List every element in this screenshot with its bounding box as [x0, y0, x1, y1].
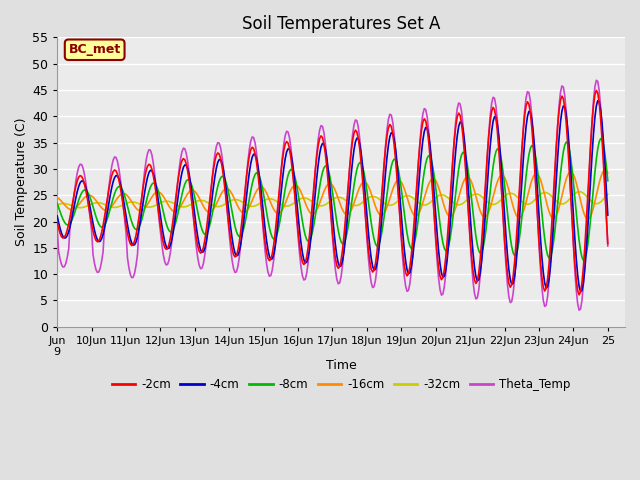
Theta_Temp [53, 226, 61, 232]
-4cm [604, 212, 612, 218]
-32cm [575, 189, 583, 194]
-16cm [67, 206, 74, 212]
-2cm [604, 241, 612, 247]
-8cm [580, 257, 588, 263]
-2cm [575, 292, 583, 298]
-8cm [67, 220, 74, 226]
-2cm [436, 274, 444, 279]
-8cm [604, 178, 612, 184]
Theta_Temp [344, 186, 352, 192]
X-axis label: Time: Time [326, 359, 356, 372]
-16cm [280, 204, 287, 210]
Legend: -2cm, -4cm, -8cm, -16cm, -32cm, Theta_Temp: -2cm, -4cm, -8cm, -16cm, -32cm, Theta_Te… [107, 374, 575, 396]
-4cm [53, 213, 61, 219]
-16cm [53, 195, 61, 201]
Theta_Temp [67, 223, 74, 228]
-32cm [604, 192, 612, 197]
Line: -8cm: -8cm [57, 139, 608, 260]
-32cm [67, 202, 74, 208]
-8cm [344, 223, 352, 229]
-4cm [280, 166, 287, 171]
-4cm [67, 224, 74, 229]
Theta_Temp [604, 243, 612, 249]
Theta_Temp [280, 142, 287, 147]
Theta_Temp [436, 287, 444, 292]
-16cm [102, 207, 110, 213]
Theta_Temp [102, 211, 110, 217]
-32cm [282, 203, 289, 209]
-16cm [344, 211, 352, 217]
-2cm [593, 87, 600, 93]
Theta_Temp [419, 111, 427, 117]
-32cm [53, 202, 61, 208]
-8cm [102, 219, 110, 225]
-4cm [577, 288, 584, 294]
Y-axis label: Soil Temperature (C): Soil Temperature (C) [15, 118, 28, 246]
Line: -4cm: -4cm [57, 101, 608, 291]
-2cm [280, 148, 287, 154]
-4cm [594, 98, 602, 104]
-2cm [53, 219, 61, 225]
Line: Theta_Temp: Theta_Temp [57, 80, 608, 310]
-4cm [436, 261, 444, 267]
-2cm [67, 214, 74, 219]
-4cm [102, 217, 110, 223]
-2cm [102, 205, 110, 211]
-16cm [584, 216, 591, 222]
-8cm [419, 179, 427, 184]
-16cm [419, 200, 427, 205]
Text: BC_met: BC_met [68, 43, 121, 56]
-32cm [104, 203, 111, 208]
-8cm [436, 221, 444, 227]
-4cm [419, 138, 427, 144]
-8cm [53, 201, 61, 206]
Line: -32cm: -32cm [57, 192, 608, 208]
Title: Soil Temperatures Set A: Soil Temperatures Set A [242, 15, 440, 33]
-16cm [436, 189, 444, 195]
Theta_Temp [593, 77, 600, 83]
-32cm [346, 201, 353, 206]
-2cm [419, 120, 427, 125]
Line: -16cm: -16cm [57, 170, 608, 219]
-32cm [438, 192, 445, 198]
-16cm [604, 170, 612, 176]
-4cm [344, 205, 352, 211]
Line: -2cm: -2cm [57, 90, 608, 295]
-16cm [601, 167, 609, 173]
-8cm [596, 136, 604, 142]
Theta_Temp [575, 307, 583, 313]
-2cm [344, 181, 352, 187]
-32cm [76, 205, 84, 211]
-32cm [420, 202, 428, 208]
-8cm [280, 195, 287, 201]
